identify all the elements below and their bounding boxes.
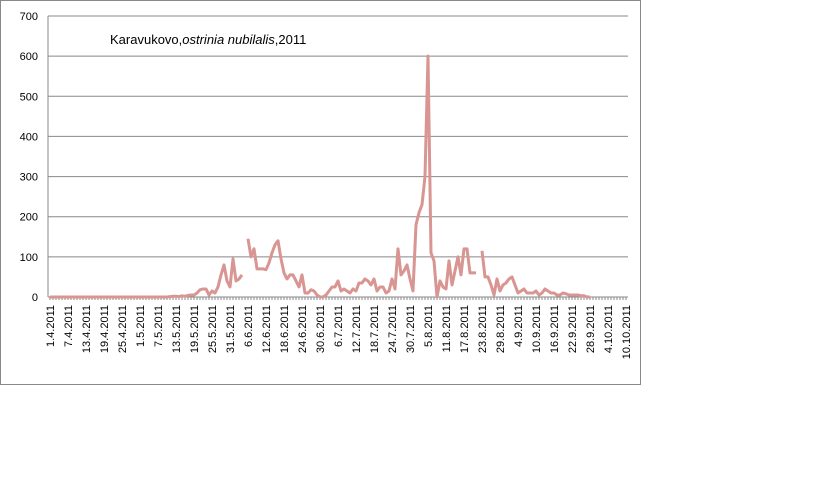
x-tick-label: 24.7.2011 <box>387 305 399 353</box>
x-tick-label: 7.5.2011 <box>153 305 165 347</box>
x-tick-label: 7.4.2011 <box>63 305 75 347</box>
series-line <box>50 54 590 299</box>
x-tick-label: 28.9.2011 <box>585 305 597 353</box>
x-tick-label: 1.4.2011 <box>45 305 57 347</box>
y-tick-label: 500 <box>20 91 38 103</box>
y-tick-label: 300 <box>20 172 38 184</box>
x-tick-label: 13.4.2011 <box>81 305 93 353</box>
x-tick-label: 4.10.2011 <box>603 305 615 353</box>
x-tick-label: 19.5.2011 <box>189 305 201 353</box>
x-tick-label: 16.9.2011 <box>549 305 561 353</box>
x-tick-label: 31.5.2011 <box>225 305 237 353</box>
x-tick-label: 10.9.2011 <box>531 305 543 353</box>
x-tick-label: 5.8.2011 <box>423 305 435 347</box>
x-tick-label: 30.7.2011 <box>405 305 417 353</box>
x-tick-label: 1.5.2011 <box>135 305 147 347</box>
title-part: Karavukovo, <box>110 32 182 47</box>
y-tick-label: 400 <box>20 131 38 143</box>
chart-title: Karavukovo,ostrinia nubilalis,2011 <box>110 32 306 47</box>
x-tick-label: 6.7.2011 <box>333 305 345 347</box>
x-tick-label: 23.8.2011 <box>477 305 489 353</box>
x-tick-label: 18.6.2011 <box>279 305 291 353</box>
x-tick-label: 11.8.2011 <box>441 305 453 352</box>
y-tick-label: 200 <box>20 212 38 224</box>
x-tick-label: 18.7.2011 <box>369 305 381 353</box>
title-part: ostrinia nubilalis <box>182 32 275 47</box>
x-tick-label: 12.6.2011 <box>261 305 273 353</box>
y-tick-label: 700 <box>20 11 38 23</box>
x-tick-label: 19.4.2011 <box>99 305 111 353</box>
y-tick-label: 0 <box>32 292 38 304</box>
x-tick-label: 6.6.2011 <box>243 305 255 347</box>
x-tick-label: 24.6.2011 <box>297 305 309 353</box>
x-tick-label: 17.8.2011 <box>459 305 471 353</box>
x-tick-label: 10.10.2011 <box>621 305 633 359</box>
x-tick-label: 12.7.2011 <box>351 305 363 353</box>
y-tick-label: 600 <box>20 51 38 63</box>
x-tick-label: 13.5.2011 <box>171 305 183 353</box>
x-tick-label: 25.4.2011 <box>117 305 129 353</box>
x-tick-label: 30.6.2011 <box>315 305 327 353</box>
title-part: ,2011 <box>275 32 307 47</box>
x-tick-label: 25.5.2011 <box>207 305 219 353</box>
x-tick-label: 29.8.2011 <box>495 305 507 353</box>
chart-frame <box>0 0 641 385</box>
x-tick-label: 22.9.2011 <box>567 305 579 353</box>
x-tick-label: 4.9.2011 <box>513 305 525 347</box>
y-tick-label: 100 <box>20 252 38 264</box>
